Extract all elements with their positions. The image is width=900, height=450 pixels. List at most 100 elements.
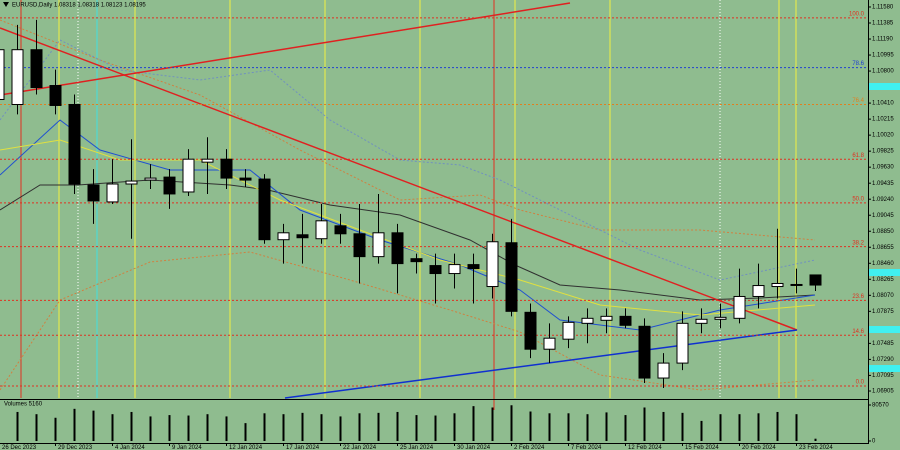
- volume-bar: [244, 423, 247, 441]
- volume-bar: [358, 413, 361, 441]
- x-tick-label: 7 Feb 2024: [571, 445, 602, 450]
- candle-body: [11, 49, 24, 105]
- moving-average: [0, 179, 816, 301]
- volume-bar: [377, 412, 380, 441]
- volume-bar: [434, 415, 437, 441]
- candle-body: [771, 282, 784, 288]
- x-tick-label: 4 Jan 2024: [115, 445, 145, 450]
- y-tick-label: 1.08070: [872, 293, 894, 299]
- candle-body: [562, 321, 575, 340]
- candle-body: [125, 180, 138, 185]
- volume-bar: [548, 413, 551, 441]
- y-tick-label: 1.11580: [872, 5, 894, 11]
- candle-body: [543, 337, 556, 350]
- volume-bar: [681, 412, 684, 441]
- level-label: 50.0: [852, 196, 864, 202]
- volume-bar: [149, 416, 152, 441]
- level-label: 14.6: [852, 329, 864, 335]
- candle-body: [676, 322, 689, 364]
- volume-bar: [719, 414, 722, 441]
- volume-bar: [700, 420, 703, 441]
- y-tick-label: 1.07290: [872, 357, 894, 363]
- y-tick-label: 1.10995: [872, 53, 894, 59]
- candle-body: [733, 295, 746, 319]
- chart-title: EURUSD,Daily 1.08318 1.08318 1.08123 1.0…: [12, 3, 146, 9]
- y-tick-label: 1.07485: [872, 341, 894, 347]
- y-tick-label: 1.08655: [872, 245, 894, 251]
- candle-body: [353, 233, 366, 258]
- level-label: 38.2: [852, 240, 864, 246]
- volume-bar: [73, 408, 76, 441]
- y-tick-label: 1.09435: [872, 181, 894, 187]
- volume-bar: [16, 411, 19, 441]
- candle-body: [657, 362, 670, 379]
- candle-body: [486, 241, 499, 288]
- band-lower: [0, 251, 816, 391]
- trend-line: [284, 329, 798, 399]
- trend-line: [0, 27, 798, 331]
- price-marker: [869, 326, 900, 333]
- volume-bar: [738, 414, 741, 441]
- volume-bar: [35, 414, 38, 441]
- volume-bar: [263, 413, 266, 441]
- y-tick-label: 1.11190: [872, 37, 893, 43]
- y-tick-label: 1.07875: [872, 309, 894, 315]
- y-tick-label: 1.10215: [872, 117, 894, 123]
- candle-body: [163, 176, 176, 195]
- price-marker: [869, 365, 900, 372]
- collapse-icon: [3, 2, 9, 7]
- x-tick-label: 30 Jan 2024: [457, 445, 491, 450]
- volume-bar: [567, 413, 570, 441]
- volume-bar: [320, 414, 323, 441]
- trend-line: [0, 2, 571, 96]
- volume-bar: [624, 415, 627, 441]
- level-label: 0.0: [856, 380, 865, 386]
- volume-bar: [415, 415, 418, 441]
- level-label: 78.6: [852, 61, 864, 67]
- volume-bar: [396, 411, 399, 441]
- volume-bar: [339, 416, 342, 441]
- volume-bar: [206, 414, 209, 441]
- y-tick-label: 1.11385: [872, 21, 894, 27]
- volume-title: Volumes 5160: [4, 402, 43, 408]
- candle-body: [809, 274, 822, 286]
- volume-bar: [187, 415, 190, 441]
- candle-body: [68, 103, 81, 185]
- level-label: 76.4: [852, 98, 864, 104]
- candle-body: [144, 177, 157, 181]
- candle-body: [277, 232, 290, 241]
- candle-body: [619, 315, 632, 326]
- y-tick-label: 80570: [872, 403, 889, 409]
- candle-body: [0, 49, 5, 100]
- volume-bar: [111, 414, 114, 441]
- candle-body: [467, 264, 480, 270]
- volume-bar: [168, 415, 171, 441]
- x-tick-label: 22 Jan 2024: [343, 445, 377, 450]
- level-label: 23.6: [852, 294, 864, 300]
- y-tick-label: 1.10020: [872, 133, 894, 139]
- band-outer: [0, 39, 816, 281]
- candle-body: [220, 158, 233, 179]
- candle-body: [182, 158, 195, 193]
- candle-body: [410, 258, 423, 263]
- volume-bar: [814, 438, 817, 441]
- y-tick-label: 1.09825: [872, 149, 894, 155]
- level-label: 100.0: [849, 11, 865, 17]
- x-tick-label: 20 Feb 2024: [742, 445, 776, 450]
- candle-body: [505, 242, 518, 312]
- x-tick-label: 2 Feb 2024: [514, 445, 545, 450]
- candle-body: [429, 265, 442, 275]
- y-tick-label: 0: [872, 439, 876, 445]
- level-label: 61.8: [852, 153, 864, 159]
- y-tick-label: 1.08460: [872, 261, 894, 267]
- y-tick-label: 1.09045: [872, 213, 894, 219]
- candle-body: [752, 285, 765, 297]
- volume-bar: [92, 410, 95, 441]
- volume-bar: [130, 411, 133, 441]
- candle-body: [600, 315, 613, 321]
- y-tick-label: 1.09630: [872, 165, 894, 171]
- candle-body: [239, 177, 252, 181]
- y-tick-label: 1.10800: [872, 69, 894, 75]
- volume-bar: [301, 412, 304, 441]
